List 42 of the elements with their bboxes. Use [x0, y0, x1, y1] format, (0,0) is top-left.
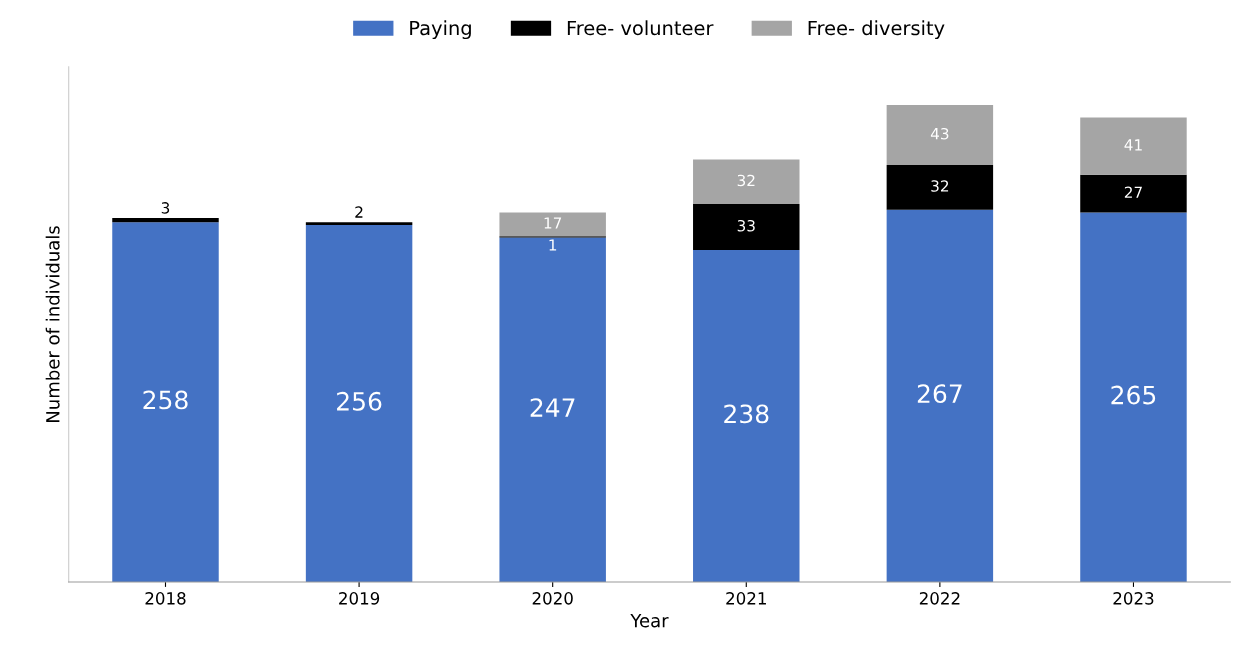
legend-label: Free- volunteer: [567, 20, 714, 36]
data-label: 32: [737, 174, 755, 187]
x-tick-label: 2022: [919, 592, 960, 605]
data-label: 247: [530, 398, 575, 417]
data-label: 3: [161, 202, 170, 214]
x-tick-label: 2023: [1113, 592, 1154, 605]
data-label: 267: [917, 384, 962, 404]
bar: [886, 105, 994, 166]
data-label: 258: [143, 390, 188, 410]
legend-label: Paying: [410, 20, 471, 40]
data-label: 17: [544, 217, 562, 229]
bar: [305, 225, 413, 583]
x-axis-title: Year: [630, 613, 669, 628]
data-label: 2: [355, 206, 363, 218]
bar: [693, 159, 800, 205]
data-label: 43: [930, 127, 949, 140]
x-tick-label: 2020: [532, 592, 573, 605]
x-tick-label: 2019: [339, 592, 380, 605]
bar: [886, 165, 994, 210]
bar: [693, 204, 800, 251]
bar: [305, 222, 413, 225]
data-label: 27: [1124, 186, 1142, 198]
bar: [886, 209, 994, 583]
x-tick-label: 2018: [145, 592, 186, 605]
data-label: 33: [737, 219, 755, 232]
bar: [693, 250, 800, 583]
data-label: 256: [337, 391, 382, 411]
bar: [112, 218, 219, 223]
data-label: 265: [1111, 385, 1156, 405]
bar: [112, 222, 219, 583]
bar: [1080, 174, 1187, 213]
data-label: 32: [931, 180, 949, 192]
bar: [499, 212, 606, 237]
bar: [499, 237, 606, 583]
data-label: 41: [1124, 139, 1142, 151]
data-label: 238: [724, 404, 769, 424]
x-tick-label: 2021: [726, 592, 766, 605]
bar: [1080, 117, 1187, 175]
legend-label: Free- diversity: [808, 20, 945, 40]
y-axis-title: Number of individuals: [45, 226, 60, 422]
data-label: 1: [549, 239, 557, 251]
bar: [1080, 212, 1187, 583]
